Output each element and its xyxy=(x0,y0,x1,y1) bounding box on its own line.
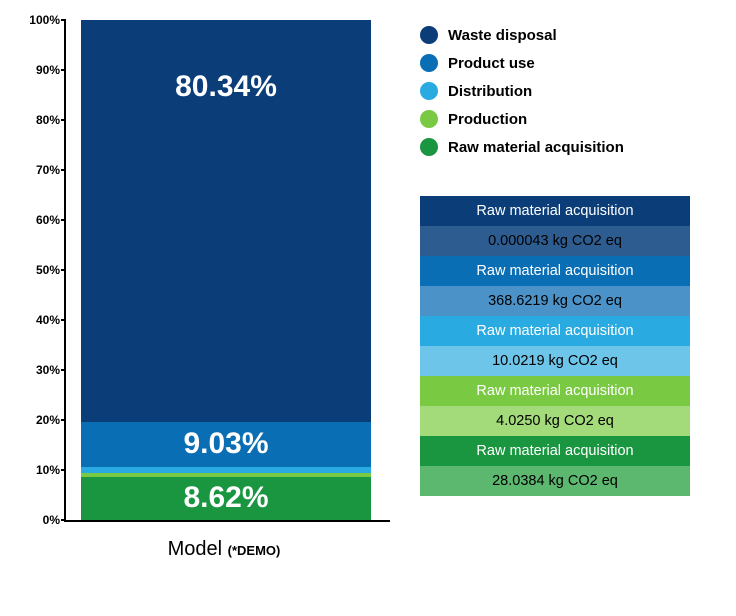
legend-swatch xyxy=(420,82,438,100)
y-tick-label: 40% xyxy=(36,313,60,327)
bar-segment-label: 80.34% xyxy=(175,70,277,104)
bar-segment-waste: 80.34% xyxy=(81,20,371,422)
bar-segment-label: 8.62% xyxy=(183,481,268,515)
y-tick-mark xyxy=(61,219,66,221)
x-label-note: (*DEMO) xyxy=(228,543,281,558)
x-axis-label: Model (*DEMO) xyxy=(64,538,384,561)
y-tick-label: 80% xyxy=(36,113,60,127)
y-tick-label: 50% xyxy=(36,263,60,277)
legend-swatch xyxy=(420,26,438,44)
y-tick-label: 0% xyxy=(43,513,60,527)
bar-segment-raw: 8.62% xyxy=(81,477,371,520)
legend-item: Waste disposal xyxy=(420,26,716,44)
y-tick-label: 20% xyxy=(36,413,60,427)
y-tick-label: 10% xyxy=(36,463,60,477)
y-tick-mark xyxy=(61,19,66,21)
legend-swatch xyxy=(420,54,438,72)
y-tick-label: 90% xyxy=(36,63,60,77)
y-tick-mark xyxy=(61,69,66,71)
chart-container: 0% 10% 20% 30% 40% 50% 60% 70% 80% 90% 100% 8.62% 9… xyxy=(0,0,736,590)
legend-swatch xyxy=(420,138,438,156)
y-tick-mark xyxy=(61,269,66,271)
y-axis: 0%10%20%30%40%50%60%70%80%90%100% xyxy=(20,20,64,520)
legend-label: Raw material acquisition xyxy=(448,139,624,156)
y-tick-mark xyxy=(61,169,66,171)
y-tick-mark xyxy=(61,319,66,321)
legend-swatch xyxy=(420,110,438,128)
legend-item: Product use xyxy=(420,54,716,72)
bar-segment-distribution xyxy=(81,467,371,473)
right-column: Waste disposal Product use Distribution Pro… xyxy=(420,20,716,580)
y-tick-label: 70% xyxy=(36,163,60,177)
legend-label: Production xyxy=(448,111,527,128)
stacked-bar: 8.62% 9.03% 80.34% xyxy=(81,20,371,520)
y-tick-mark xyxy=(61,119,66,121)
y-tick-mark xyxy=(61,419,66,421)
legend: Waste disposal Product use Distribution Pro… xyxy=(420,26,716,156)
y-tick-mark xyxy=(61,369,66,371)
y-tick-mark xyxy=(61,469,66,471)
table-row-title: Raw material acquisition xyxy=(420,196,690,226)
y-tick-label: 60% xyxy=(36,213,60,227)
bar-segment-label: 9.03% xyxy=(183,427,268,461)
bar-segment-production xyxy=(81,473,371,477)
legend-label: Product use xyxy=(448,55,535,72)
y-tick-label: 30% xyxy=(36,363,60,377)
table-row-title: Raw material acquisition xyxy=(420,256,690,286)
table-row-value: 28.0384 kg CO2 eq xyxy=(420,466,690,496)
y-tick-label: 100% xyxy=(29,13,60,27)
data-table: Raw material acquisition0.000043 kg CO2 … xyxy=(420,196,690,496)
legend-item: Raw material acquisition xyxy=(420,138,716,156)
legend-label: Waste disposal xyxy=(448,27,557,44)
stacked-bar-chart: 0%10%20%30%40%50%60%70%80%90%100% 8.62%9… xyxy=(20,20,390,580)
table-row-value: 0.000043 kg CO2 eq xyxy=(420,226,690,256)
plot-area: 8.62% 9.03% 80.34% xyxy=(64,20,384,520)
legend-item: Distribution xyxy=(420,82,716,100)
legend-item: Production xyxy=(420,110,716,128)
legend-label: Distribution xyxy=(448,83,532,100)
table-row-value: 10.0219 kg CO2 eq xyxy=(420,346,690,376)
x-axis xyxy=(64,520,390,522)
x-label-text: Model xyxy=(168,538,222,560)
table-row-title: Raw material acquisition xyxy=(420,436,690,466)
bar-segment-product_use: 9.03% xyxy=(81,422,371,467)
table-row-title: Raw material acquisition xyxy=(420,376,690,406)
table-row-value: 4.0250 kg CO2 eq xyxy=(420,406,690,436)
table-row-value: 368.6219 kg CO2 eq xyxy=(420,286,690,316)
table-row-title: Raw material acquisition xyxy=(420,316,690,346)
